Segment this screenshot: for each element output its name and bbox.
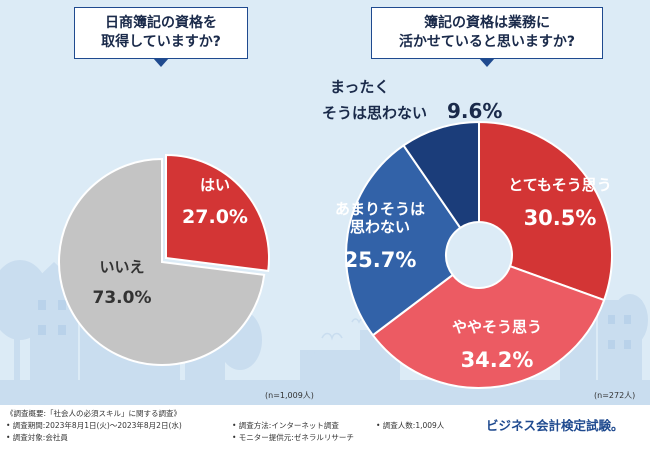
question-2-box: 簿記の資格は業務に 活かせていると思いますか? bbox=[371, 7, 603, 67]
survey-method: • 調査方法:インターネット調査 bbox=[232, 421, 339, 430]
question-1-line-2: 取得していますか? bbox=[101, 34, 221, 50]
slice-yes-label: はい bbox=[200, 176, 230, 194]
survey-name: 《調査概要:「社会人の必須スキル」に関する調査》 bbox=[6, 409, 182, 418]
slice-very-much-value: 30.5% bbox=[524, 206, 597, 230]
slice-somewhat-label: ややそう思う bbox=[452, 318, 542, 336]
pie-slice-no bbox=[58, 157, 266, 366]
question-2-line-1: 簿記の資格は業務に bbox=[424, 15, 550, 31]
question-2-line-2: 活かせていると思いますか? bbox=[398, 34, 576, 50]
slice-somewhat-value: 34.2% bbox=[461, 348, 534, 372]
donut-slice-not-really bbox=[345, 144, 462, 337]
donut-slice-very-much bbox=[478, 120, 613, 302]
slice-not-really-label: あまりそうは bbox=[335, 200, 425, 218]
survey-count: • 調査人数:1,009人 bbox=[376, 421, 445, 430]
brand-logo-text: ビジネス会計検定試験。 bbox=[486, 418, 624, 433]
question-1-box: 日商簿記の資格を 取得していますか? bbox=[74, 7, 248, 67]
slice-not-really-label: 思わない bbox=[350, 218, 410, 236]
survey-target: • 調査対象:会社員 bbox=[6, 433, 68, 442]
slice-not-at-all-label: そうは思わない bbox=[322, 104, 427, 122]
slice-no-label: いいえ bbox=[99, 258, 144, 276]
donut-slice-not-at-all bbox=[402, 120, 480, 230]
slice-not-really-value: 25.7% bbox=[344, 248, 417, 272]
sample-size-note-1: (n=1,009人) bbox=[265, 391, 314, 400]
survey-provider: • モニター提供元:ゼネラルリサーチ bbox=[232, 433, 354, 442]
donut-slice-somewhat bbox=[371, 264, 606, 389]
slice-yes-value: 27.0% bbox=[182, 206, 248, 228]
slice-very-much-label: とてもそう思う bbox=[508, 176, 612, 194]
slice-not-at-all-label: まったく bbox=[330, 78, 389, 96]
question-1-line-1: 日商簿記の資格を bbox=[105, 15, 217, 31]
pie-slice-yes bbox=[165, 153, 270, 273]
slice-no-value: 73.0% bbox=[93, 288, 152, 308]
slice-not-at-all-value: 9.6% bbox=[447, 99, 502, 123]
survey-period: • 調査期間:2023年8月1日(火)〜2023年8月2日(水) bbox=[6, 421, 182, 430]
sample-size-note-2: (n=272人) bbox=[594, 391, 636, 400]
survey-footer: 《調査概要:「社会人の必須スキル」に関する調査》 • 調査期間:2023年8月1… bbox=[0, 405, 650, 450]
pie-chart-qualification: はい 27.0% いいえ 73.0% bbox=[58, 153, 270, 366]
